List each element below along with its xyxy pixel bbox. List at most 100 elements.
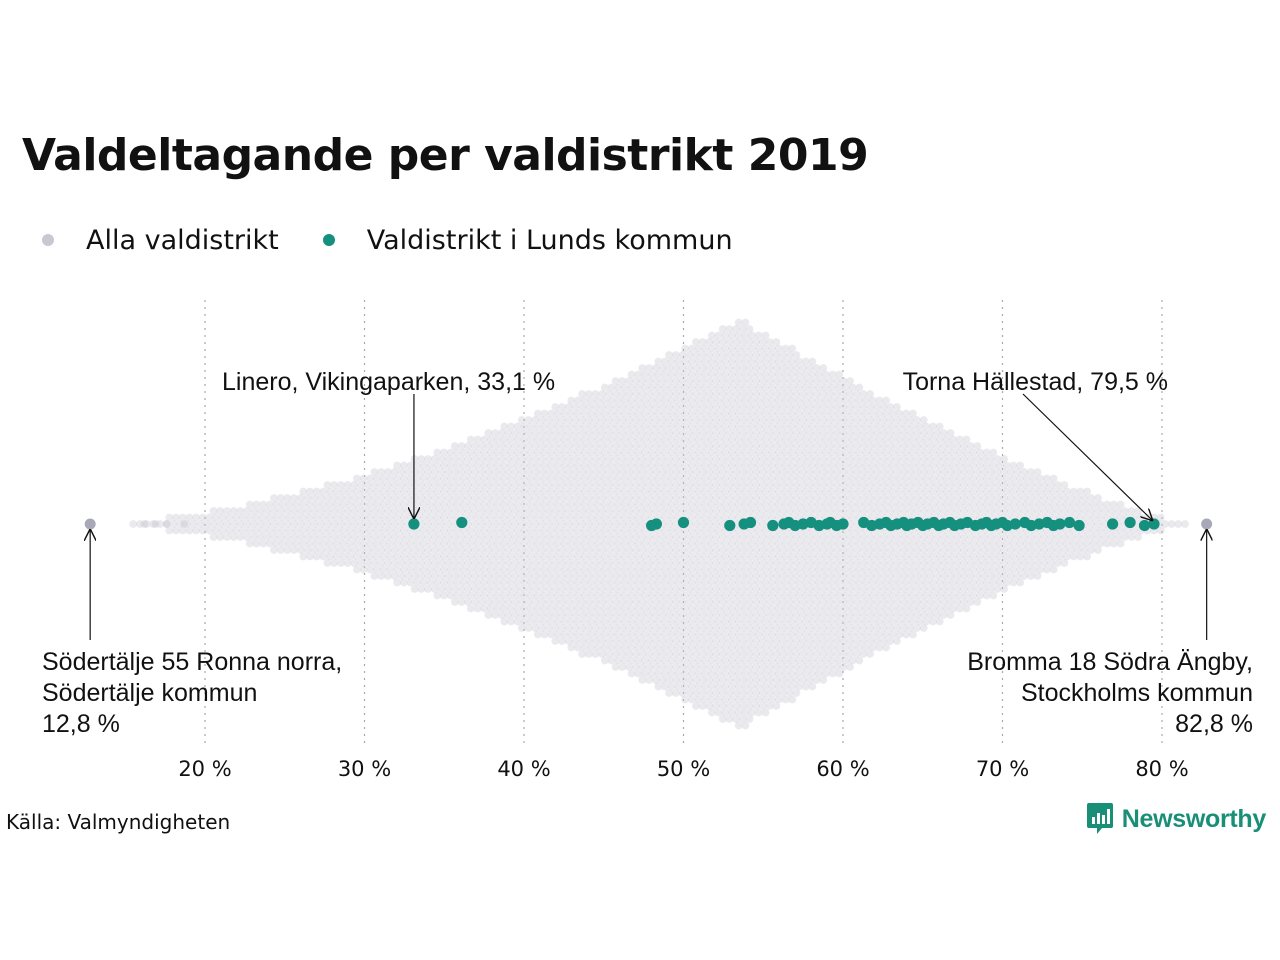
district-point [788, 617, 797, 626]
district-point [859, 533, 868, 541]
district-point [852, 442, 861, 450]
district-point [815, 396, 823, 405]
district-point [788, 383, 797, 392]
district-point [249, 520, 258, 528]
district-point [614, 513, 623, 522]
district-point [625, 650, 633, 658]
district-point [852, 494, 861, 502]
district-point [460, 552, 468, 561]
district-point [497, 585, 506, 593]
district-point [734, 630, 743, 639]
district-point [701, 604, 710, 613]
district-point [651, 494, 660, 502]
district-point [343, 494, 352, 502]
district-point [444, 494, 452, 502]
district-point [748, 630, 756, 639]
district-point [638, 377, 647, 385]
district-point [913, 468, 921, 476]
district-point [491, 468, 499, 476]
district-point [383, 468, 392, 476]
district-point [835, 396, 844, 405]
district-point [835, 565, 844, 574]
district-point [939, 507, 948, 515]
district-point [839, 442, 848, 450]
district-point [487, 578, 495, 587]
district-point [276, 494, 285, 502]
lund-district-point [677, 516, 690, 529]
district-point [312, 552, 321, 561]
district-point [741, 552, 750, 561]
district-point [855, 526, 864, 535]
district-point [560, 487, 569, 496]
district-point [761, 513, 770, 522]
district-point [785, 468, 794, 476]
district-point [671, 377, 680, 385]
district-point [913, 429, 921, 437]
district-point [826, 494, 834, 502]
district-point [319, 539, 328, 548]
district-point [687, 370, 696, 379]
district-point [580, 487, 589, 496]
district-point [426, 578, 435, 587]
district-point [692, 416, 700, 424]
district-point [714, 591, 723, 600]
district-point [671, 442, 680, 450]
district-point [571, 611, 580, 619]
district-point [812, 507, 821, 515]
district-point [949, 552, 957, 561]
district-point [692, 455, 700, 463]
district-point [698, 676, 707, 684]
district-point [832, 416, 841, 424]
district-point [741, 669, 750, 678]
district-point [893, 507, 901, 515]
district-point [504, 598, 513, 606]
district-point [812, 377, 821, 385]
district-point [732, 624, 740, 632]
district-point [732, 546, 740, 554]
district-point [658, 663, 667, 671]
district-point [828, 552, 837, 561]
district-point [765, 663, 774, 671]
district-point [339, 513, 348, 522]
district-point [678, 676, 687, 684]
district-point [754, 565, 763, 574]
district-point [939, 494, 948, 502]
district-point [859, 611, 868, 619]
district-point [538, 598, 546, 606]
district-point [504, 442, 513, 450]
district-point [671, 468, 680, 476]
district-point [748, 708, 756, 717]
district-point [634, 409, 643, 418]
district-point [359, 565, 368, 574]
district-point [1087, 533, 1096, 541]
district-point [708, 422, 716, 431]
district-point [919, 442, 928, 450]
district-point [741, 604, 750, 613]
district-point [969, 461, 978, 470]
district-point [641, 630, 649, 639]
district-point [598, 403, 607, 411]
district-point [772, 442, 781, 450]
district-point [544, 533, 553, 541]
district-point [899, 559, 908, 567]
district-point [805, 507, 814, 515]
district-point [685, 689, 694, 697]
district-point [772, 585, 781, 593]
district-point [1040, 481, 1049, 489]
district-point [826, 637, 834, 645]
district-point [647, 604, 656, 613]
district-point [399, 474, 408, 483]
district-point [819, 676, 828, 684]
district-point [848, 500, 857, 509]
district-point [761, 682, 770, 691]
district-point [359, 552, 368, 561]
district-point [694, 344, 703, 353]
district-point [915, 422, 924, 431]
district-point [846, 637, 854, 645]
district-point [661, 682, 669, 691]
district-point [621, 448, 629, 457]
district-point [641, 487, 649, 496]
district-point [185, 513, 194, 522]
annotations: Linero, Vikingaparken, 33,1 % Torna Hälle… [42, 368, 1253, 738]
district-point [915, 604, 924, 613]
